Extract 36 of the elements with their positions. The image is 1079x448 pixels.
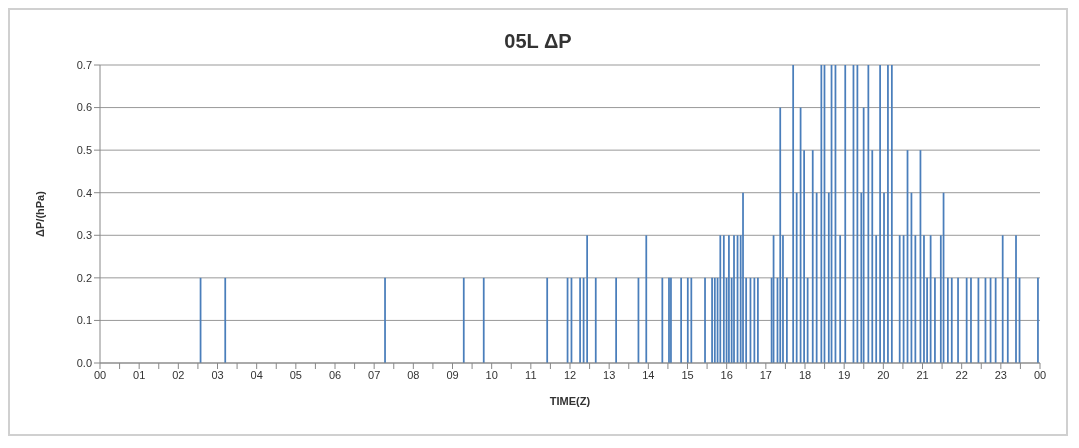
x-tick-label: 19 <box>838 368 851 381</box>
x-tick-label: 02 <box>172 368 185 381</box>
x-tick-label: 04 <box>250 368 263 381</box>
x-tick-label: 23 <box>994 368 1007 381</box>
x-tick-label: 14 <box>642 368 655 381</box>
y-tick-label: 0.1 <box>76 314 92 327</box>
x-tick-label: 00 <box>1033 368 1047 381</box>
y-tick-label: 0.7 <box>76 58 92 71</box>
x-tick-label: 05 <box>289 368 302 381</box>
chart-title: 05L ΔP <box>503 30 573 53</box>
x-tick-label: 12 <box>563 368 577 381</box>
x-tick-label: 01 <box>133 368 146 381</box>
x-tick-label: 20 <box>877 368 890 381</box>
x-axis-title: TIME(Z) <box>549 395 591 407</box>
y-tick-label: 0.3 <box>76 229 92 242</box>
x-tick-label: 11 <box>525 368 537 381</box>
x-tick-label: 17 <box>759 368 772 381</box>
y-tick-label: 0.6 <box>76 101 92 114</box>
y-tick-label: 0.4 <box>76 186 92 199</box>
y-tick-label: 0.2 <box>76 271 92 284</box>
x-tick-label: 03 <box>211 368 224 381</box>
x-tick-label: 08 <box>407 368 420 381</box>
x-tick-label: 09 <box>446 368 459 381</box>
x-tick-label: 21 <box>916 368 929 381</box>
x-tick-label: 10 <box>485 368 498 381</box>
x-tick-label: 07 <box>368 368 381 381</box>
x-tick-label: 16 <box>720 368 733 381</box>
y-tick-label: 0.5 <box>76 144 92 157</box>
y-tick-label: 0.0 <box>76 356 92 369</box>
x-tick-label: 22 <box>955 368 968 381</box>
x-tick-label: 00 <box>93 368 107 381</box>
x-tick-label: 18 <box>798 368 812 381</box>
x-tick-label: 15 <box>681 368 694 381</box>
x-tick-label: 13 <box>603 368 616 381</box>
y-axis-title: ΔP/(hPa) <box>33 190 46 237</box>
x-tick-label: 06 <box>328 368 342 381</box>
